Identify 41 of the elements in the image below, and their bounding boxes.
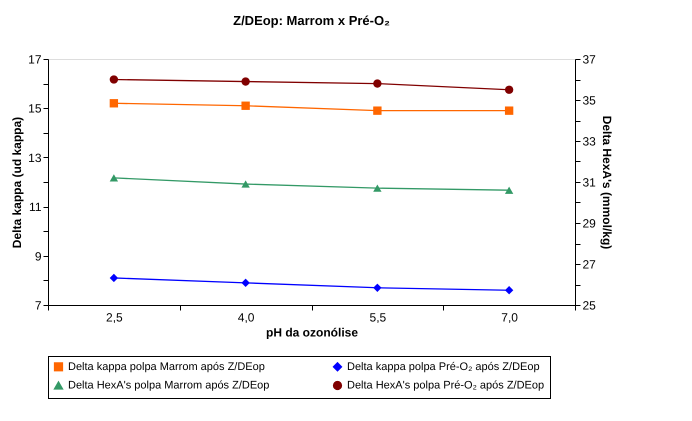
y-tick-label: 17 [28,52,42,66]
y-tick-label: 11 [29,200,42,214]
legend-label: Delta HexA's polpa Marrom após Z/DEop [68,380,270,392]
point [110,174,118,182]
y2-tick-label: 37 [582,52,596,66]
point [373,184,382,192]
y-tick-label: 13 [28,150,42,165]
y-axis-title: Delta kappa (ud kappa) [10,116,24,248]
point [241,102,250,110]
chart-title: Z/DEop: Marrom x Pré-O₂ [233,13,390,28]
point [504,286,514,294]
y2-tick-label: 29 [582,216,596,230]
x-tick-label: 4,0 [238,310,255,324]
legend-label: Delta HexA's polpa Pré-O₂ após Z/DEop [347,380,544,392]
y2-tick-label: 27 [582,258,596,272]
y2-tick-label: 33 [582,134,596,148]
y2-tick-label: 35 [582,94,596,108]
x-tick-label: 5,5 [370,310,387,324]
x-axis-title: pH da ozonólise [266,326,358,340]
point [110,75,118,84]
point [373,106,382,115]
y2-axis-title: Delta HexA's (mmol/kg) [600,116,614,250]
point [241,278,250,288]
y2-tick-label: 25 [582,298,596,312]
legend-label: Delta kappa polpa Marrom após Z/DEop [68,360,265,373]
point [241,77,250,86]
point [241,180,250,188]
y2-tick-label: 31 [582,176,596,190]
point [504,86,514,94]
y-tick-label: 7 [34,298,42,312]
y-tick-label: 15 [28,102,42,116]
x-tick-label: 7,0 [501,310,518,324]
point [504,106,514,115]
point [373,284,382,292]
legend-label: Delta kappa polpa Pré-O₂ após Z/DEop [347,360,540,373]
point [504,186,514,194]
point [110,99,118,108]
y-tick-label: 9 [34,249,42,264]
point [110,274,118,282]
point [373,79,382,88]
x-tick-label: 2,5 [106,310,124,324]
